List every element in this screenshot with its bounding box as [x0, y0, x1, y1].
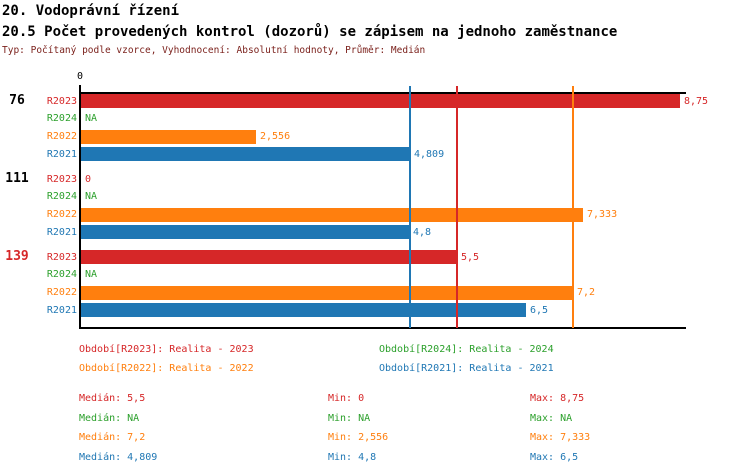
stat-min: Min: 2,556	[328, 432, 389, 443]
series-row-label: R2024	[46, 269, 77, 281]
series-row-label: R2022	[46, 287, 77, 299]
series-row-label: R2023	[46, 173, 77, 185]
group-label: 76	[9, 93, 25, 108]
stat-min: Min: NA	[328, 413, 371, 424]
report-subtitle: 20.5 Počet provedených kontrol (dozorů) …	[2, 24, 618, 40]
median-line-r2021	[409, 86, 411, 328]
bar-r2021	[81, 303, 526, 318]
series-row-label: R2022	[46, 131, 77, 143]
legend-item-r2023: Období[R2023]: Realita - 2023	[79, 344, 254, 355]
bar-r2022	[81, 285, 573, 300]
bar-value-label: 2,556	[260, 131, 291, 143]
median-line-r2023	[456, 86, 458, 328]
top-axis-line	[79, 92, 686, 94]
series-row-label: R2024	[46, 113, 77, 125]
stat-min: Min: 4,8	[328, 452, 377, 463]
bar-r2021	[81, 147, 410, 162]
stat-median: Medián: 7,2	[79, 432, 146, 443]
bar-r2021	[81, 225, 409, 240]
bar-r2022	[81, 129, 256, 144]
stat-max: Max: 8,75	[530, 393, 585, 404]
bar-value-label: NA	[85, 113, 98, 125]
median-line-r2022	[572, 86, 574, 328]
bar-value-label: NA	[85, 269, 98, 281]
stat-max: Max: 6,5	[530, 452, 579, 463]
bottom-axis-line	[79, 327, 686, 329]
bar-r2023	[81, 94, 680, 108]
bar-value-label: 4,8	[413, 226, 432, 238]
legend-item-r2021: Období[R2021]: Realita - 2021	[379, 363, 554, 374]
stat-median: Medián: 4,809	[79, 452, 158, 463]
bar-value-label: 6,5	[530, 304, 549, 316]
bar-value-label: 8,75	[684, 95, 709, 107]
series-row-label: R2023	[46, 251, 77, 263]
series-row-label: R2021	[46, 226, 77, 238]
bar-r2023	[81, 250, 457, 264]
series-row-label: R2024	[46, 191, 77, 203]
stat-median: Medián: 5,5	[79, 393, 146, 404]
series-row-label: R2021	[46, 148, 77, 160]
bar-value-label: 5,5	[461, 251, 480, 263]
bar-value-label: 4,809	[414, 148, 445, 160]
series-row-label: R2022	[46, 209, 77, 221]
stat-min: Min: 0	[328, 393, 365, 404]
group-label: 139	[5, 249, 29, 264]
stat-max: Max: 7,333	[530, 432, 591, 443]
report-meta-line: Typ: Počítaný podle vzorce, Vyhodnocení:…	[2, 45, 426, 56]
legend-item-r2022: Období[R2022]: Realita - 2022	[79, 363, 254, 374]
bar-value-label: 7,333	[587, 209, 618, 221]
series-row-label: R2021	[46, 304, 77, 316]
legend-item-r2024: Období[R2024]: Realita - 2024	[379, 344, 554, 355]
bar-r2022	[81, 207, 583, 222]
bar-value-label: 0	[85, 173, 92, 185]
bar-value-label: 7,2	[577, 287, 596, 299]
axis-zero-label: 0	[76, 71, 84, 82]
group-label: 111	[5, 171, 29, 186]
stat-max: Max: NA	[530, 413, 573, 424]
report-title: 20. Vodoprávní řízení	[2, 3, 180, 19]
stat-median: Medián: NA	[79, 413, 140, 424]
y-axis-line	[79, 85, 81, 329]
series-row-label: R2023	[46, 95, 77, 107]
bar-value-label: NA	[85, 191, 98, 203]
